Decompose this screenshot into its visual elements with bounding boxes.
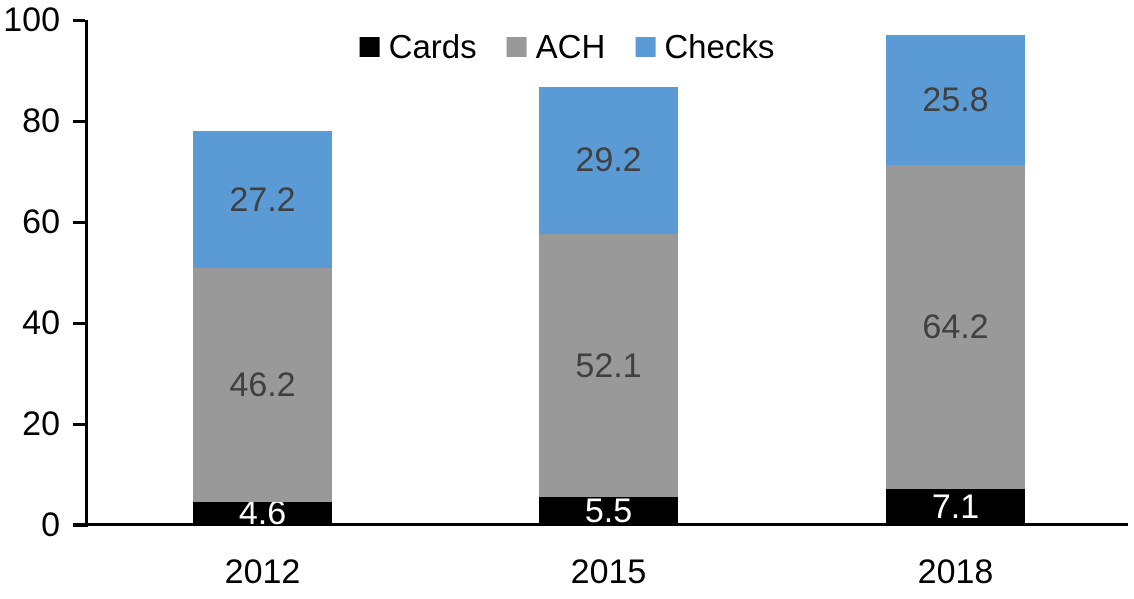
bar-segment-checks-2012 (193, 131, 332, 269)
y-tick-mark (73, 221, 85, 224)
legend-item-cards: Cards (359, 28, 477, 66)
y-tick-mark (73, 524, 85, 527)
bar-segment-checks-2015 (539, 86, 678, 235)
y-axis-tick-label: 80 (22, 102, 60, 140)
legend-label: Cards (388, 28, 477, 65)
x-axis-label-2015: 2015 (570, 553, 647, 591)
x-axis-label-2018: 2018 (917, 553, 994, 591)
y-axis-tick-label: 0 (41, 506, 60, 544)
y-axis-tick-label: 100 (3, 1, 60, 39)
legend-item-ach: ACH (506, 28, 606, 66)
legend-swatch-icon (506, 37, 527, 57)
y-tick-mark (73, 19, 85, 22)
x-axis-label-2012: 2012 (224, 553, 301, 591)
bar-segment-checks-2018 (886, 34, 1025, 165)
chart-legend: Cards ACH Checks (359, 28, 774, 66)
legend-swatch-icon (359, 37, 380, 57)
y-tick-mark (73, 322, 85, 325)
y-tick-mark (73, 120, 85, 123)
legend-label: ACH (535, 28, 606, 65)
legend-label: Checks (664, 28, 775, 65)
bar-segment-ach-2015 (539, 234, 678, 498)
y-axis-tick-label: 20 (22, 405, 60, 443)
bar-segment-ach-2012 (193, 268, 332, 502)
bar-segment-cards-2012 (193, 501, 332, 525)
legend-item-checks: Checks (635, 28, 774, 66)
y-axis-tick-label: 60 (22, 203, 60, 241)
legend-swatch-icon (635, 37, 656, 57)
bar-segment-cards-2018 (886, 489, 1025, 525)
bar-segment-ach-2018 (886, 164, 1025, 490)
bar-segment-cards-2015 (539, 497, 678, 525)
y-axis-line (85, 20, 88, 527)
y-axis-tick-label: 40 (22, 304, 60, 342)
y-tick-mark (73, 423, 85, 426)
